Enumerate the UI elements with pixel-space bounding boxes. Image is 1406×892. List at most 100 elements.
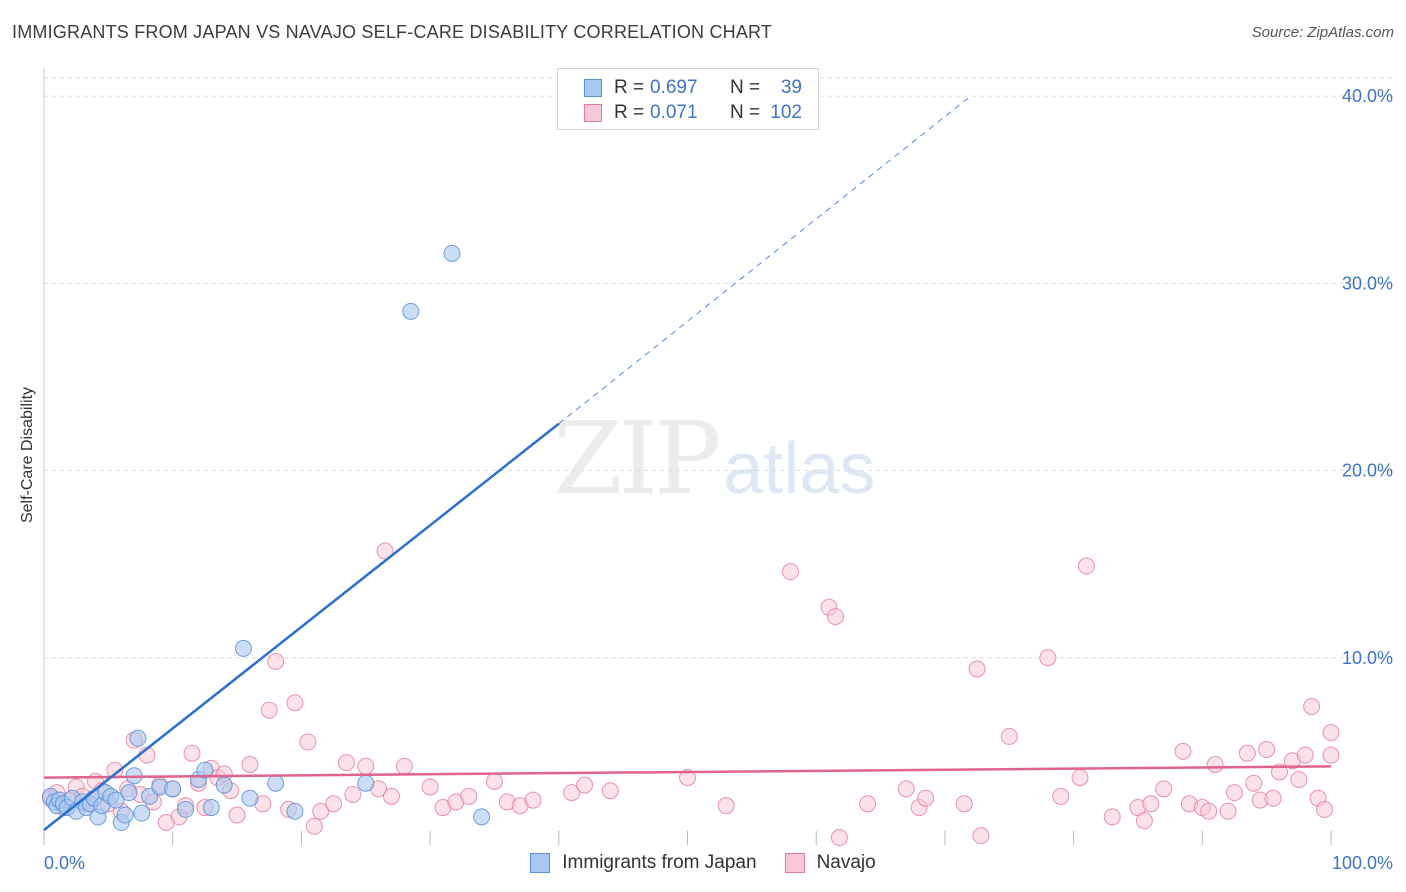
series-legend: Immigrants from Japan Navajo [0, 852, 1406, 874]
navajo-point [183, 744, 201, 762]
navajo-point [781, 563, 799, 581]
japan-point [116, 806, 134, 824]
legend-n-value: 102 [770, 102, 802, 123]
navajo-point [1303, 697, 1321, 715]
legend-n-label: N = [730, 102, 761, 123]
japan-point [202, 799, 220, 817]
navajo-point [1245, 774, 1263, 792]
y-axis-label: Self-Care Disability [19, 386, 36, 524]
navajo-point [267, 653, 285, 671]
legend-label-japan: Immigrants from Japan [562, 852, 757, 873]
y-tick-label: 10.0% [1342, 648, 1393, 668]
navajo-point [395, 757, 413, 775]
japan-point [234, 639, 252, 657]
legend-n-value: 39 [780, 77, 802, 98]
legend-r-value: 0.071 [650, 102, 698, 123]
legend-swatch-japan [530, 853, 551, 873]
japan-trend-extension [558, 95, 971, 425]
legend-swatch-navajo [784, 853, 805, 873]
navajo-point [1077, 557, 1095, 575]
navajo-point [1039, 649, 1057, 667]
navajo-point [312, 802, 330, 820]
correlation-legend: R = 0.697 N = 39 R = 0.071 N = 102 [557, 68, 819, 130]
japan-trend-line [43, 422, 560, 832]
legend-swatch-navajo [584, 104, 602, 122]
japan-point [107, 791, 125, 809]
navajo-point [1238, 744, 1256, 762]
japan-point [133, 804, 151, 822]
navajo-point [1316, 800, 1334, 818]
navajo-point [524, 791, 542, 809]
navajo-point [1052, 787, 1070, 805]
navajo-point [917, 789, 935, 807]
legend-r-value: 0.697 [650, 77, 698, 98]
japan-point [215, 776, 233, 794]
navajo-point [717, 797, 735, 815]
navajo-point [1206, 755, 1224, 773]
navajo-point [601, 782, 619, 800]
x-tick-label: 100.0% [1332, 853, 1393, 873]
navajo-point [1200, 802, 1218, 820]
navajo-point [305, 817, 323, 835]
legend-label-navajo: Navajo [816, 852, 876, 873]
navajo-point [421, 778, 439, 796]
navajo-point [1290, 770, 1308, 788]
navajo-trend-line [43, 765, 1332, 779]
navajo-point [1000, 727, 1018, 745]
y-tick-label: 40.0% [1342, 86, 1393, 106]
navajo-point [679, 769, 696, 787]
navajo-point [344, 785, 362, 803]
navajo-point [376, 542, 394, 560]
navajo-point [859, 795, 877, 813]
legend-r-label: R = [614, 77, 645, 98]
navajo-point [1174, 742, 1192, 760]
source-note: Source: ZipAtlas.com [1252, 24, 1394, 41]
legend-r-label: R = [614, 102, 645, 123]
japan-point [286, 802, 304, 820]
navajo-point [286, 694, 304, 712]
y-tick-label: 30.0% [1342, 273, 1393, 293]
navajo-point [1071, 769, 1089, 787]
y-tick-label: 20.0% [1342, 461, 1393, 481]
japan-point [402, 302, 420, 320]
navajo-point [955, 795, 973, 813]
japan-point [357, 774, 375, 792]
navajo-point [1258, 741, 1276, 759]
watermark-atlas: atlas [723, 429, 876, 509]
navajo-point [968, 660, 986, 678]
japan-point [473, 808, 491, 826]
navajo-point [241, 755, 259, 773]
legend-item-navajo[interactable]: Navajo [784, 852, 876, 874]
navajo-point [460, 787, 478, 805]
navajo-point [260, 701, 278, 719]
navajo-point [1219, 802, 1237, 820]
navajo-point [382, 787, 400, 805]
navajo-point [563, 784, 581, 802]
legend-row-japan: R = 0.697 N = 39 [584, 76, 802, 100]
navajo-point [1264, 789, 1282, 807]
legend-swatch-japan [584, 79, 602, 97]
source-value[interactable]: ZipAtlas.com [1307, 24, 1394, 41]
navajo-point [337, 754, 355, 772]
navajo-point [972, 827, 990, 845]
japan-point [443, 244, 461, 262]
navajo-point [325, 795, 343, 813]
navajo-point [897, 780, 915, 798]
navajo-point [1155, 780, 1173, 798]
navajo-point [576, 776, 594, 794]
legend-item-japan[interactable]: Immigrants from Japan [530, 852, 757, 874]
navajo-point [827, 608, 845, 626]
legend-n-label: N = [730, 77, 761, 98]
japan-point [129, 729, 147, 747]
navajo-point [1135, 812, 1153, 830]
navajo-point [830, 829, 848, 847]
navajo-point [1322, 746, 1340, 764]
navajo-point [485, 772, 503, 790]
japan-point [267, 774, 285, 792]
navajo-point [1142, 795, 1160, 813]
chart-title: IMMIGRANTS FROM JAPAN VS NAVAJO SELF-CAR… [12, 22, 773, 42]
japan-point [196, 761, 214, 779]
legend-row-navajo: R = 0.071 N = 102 [584, 101, 802, 125]
navajo-point [1296, 746, 1314, 764]
